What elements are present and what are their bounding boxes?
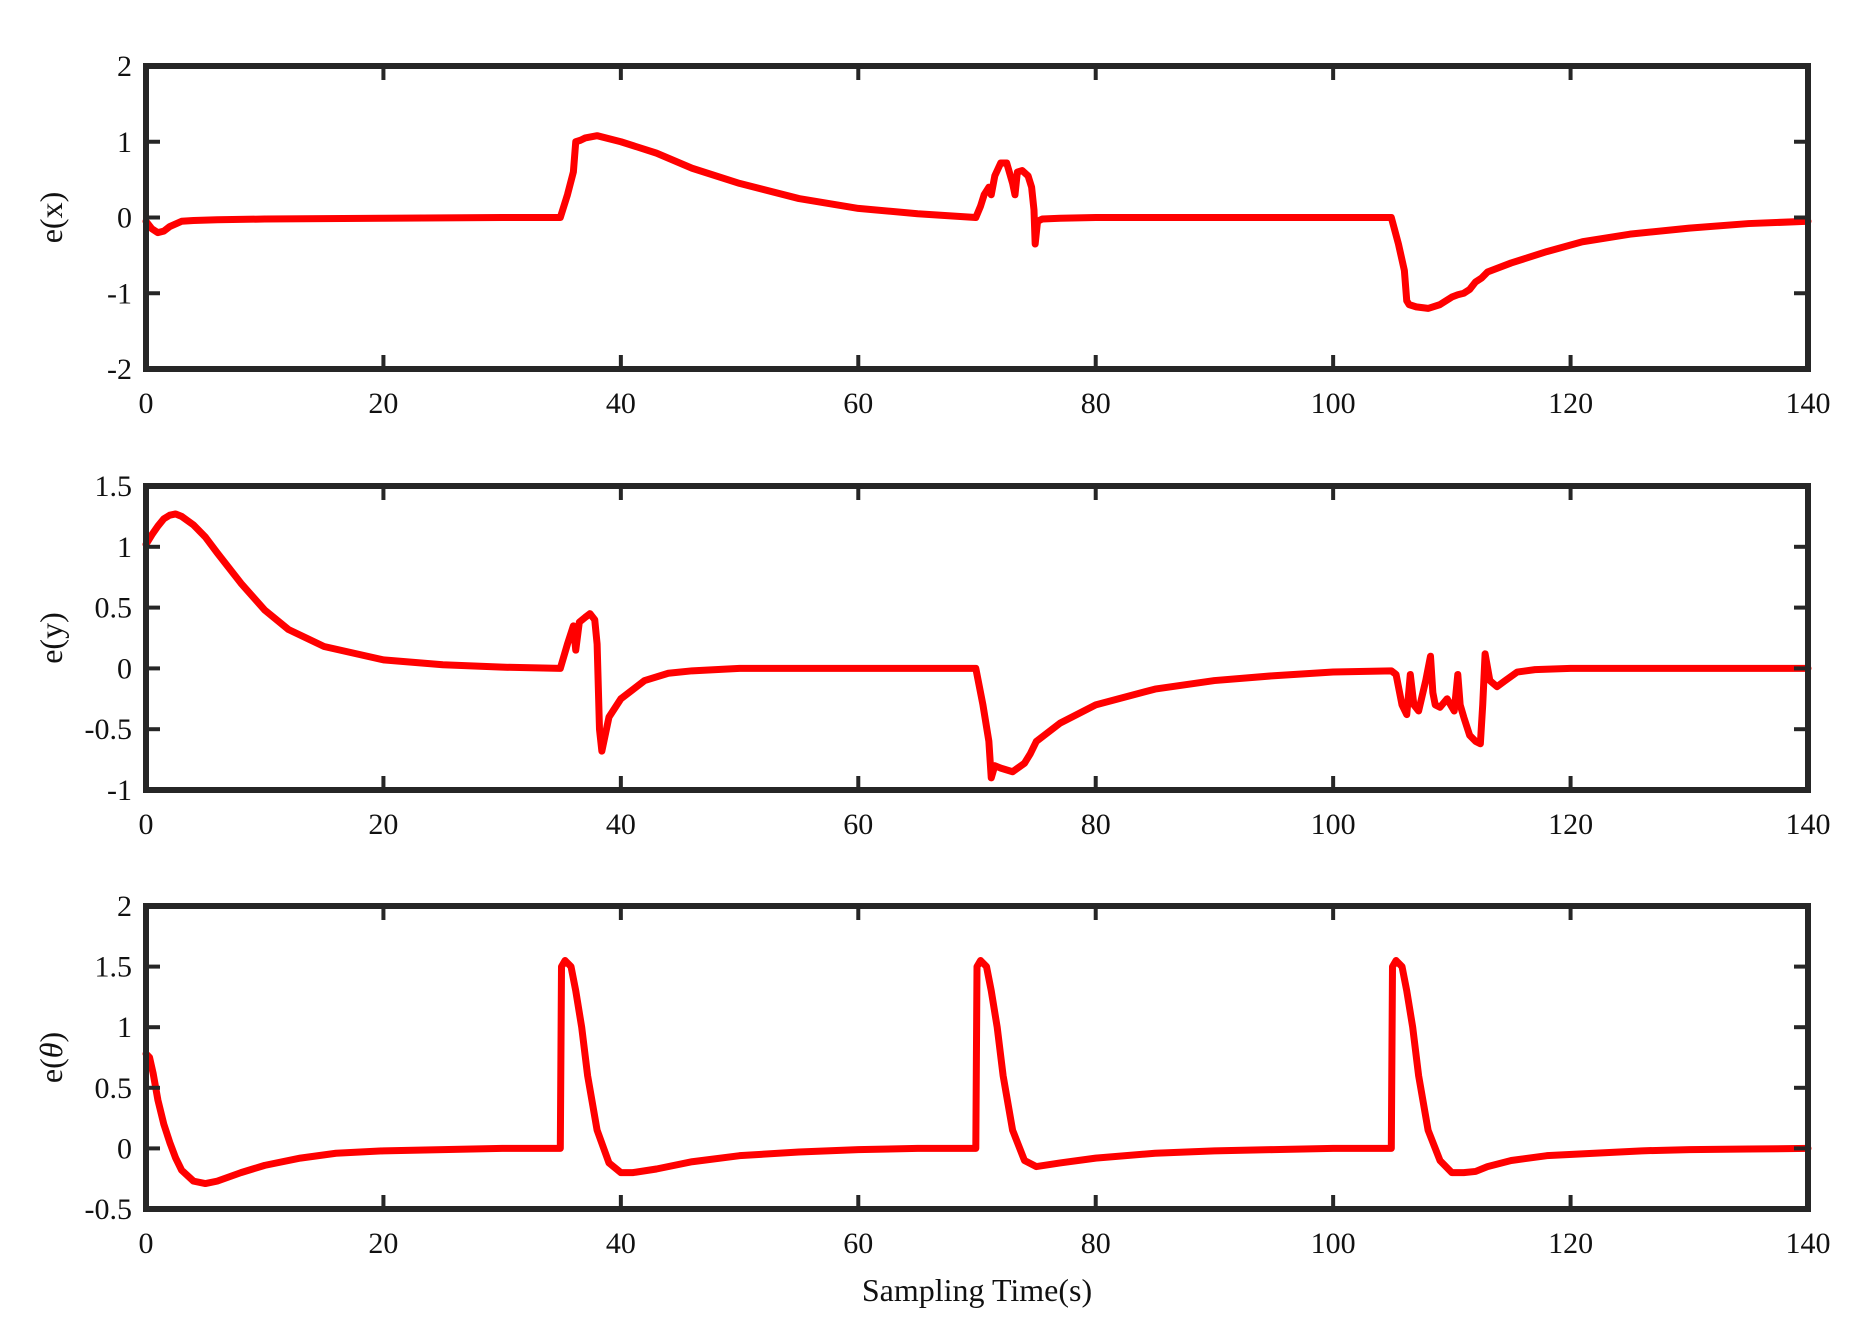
panel-etheta: 0 20 40 60 80 100 120 140-0.500.511.52e(θ)Sampl… [33,890,1831,1308]
ex-y-tick-label-1: -1 [107,277,132,310]
etheta-x-tick-label-2: 40 [606,1227,636,1260]
ey-x-tick-label-0: 0 [139,808,154,841]
ex-x-tick-label-0: 0 [139,387,154,420]
ey-x-tick-label-5: 100 [1311,808,1356,841]
ey-x-tick-label-4: 80 [1081,808,1111,841]
etheta-y-axis-label: e(θ) [33,1032,69,1083]
ey-x-tick-label-2: 40 [606,808,636,841]
ex-x-tick-label-6: 120 [1548,387,1593,420]
ey-series-line-0 [142,510,1812,782]
etheta-y-tick-label-2: 0.5 [95,1072,133,1105]
etheta-axes-frame [143,903,1811,1212]
ex-x-tick-label-2: 40 [606,387,636,420]
ey-y-tick-label-3: 0.5 [95,592,133,625]
etheta-x-tick-label-4: 80 [1081,1227,1111,1260]
ey-y-tick-label-1: -0.5 [85,713,133,746]
ex-series-line-0 [142,132,1812,312]
etheta-x-tick-label-3: 60 [843,1227,873,1260]
ey-y-axis-label: e(y) [33,612,69,664]
ex-x-tick-label-7: 140 [1786,387,1831,420]
ex-y-tick-label-4: 2 [117,50,132,83]
etheta-x-tick-label-6: 120 [1548,1227,1593,1260]
ex-x-tick-label-3: 60 [843,387,873,420]
panel-ey: 0 20 40 60 80 100 120 140 -1 -0.5 0 0.5 1 1.5 e(y) [33,470,1831,841]
etheta-series-line-0 [142,957,1812,1188]
etheta-x-axis-label: Sampling Time(s) [862,1272,1092,1308]
ex-x-tick-label-5: 100 [1311,387,1356,420]
ex-y-axis-label: e(x) [33,192,69,244]
ex-x-tick-label-4: 80 [1081,387,1111,420]
etheta-y-tick-label-3: 1 [117,1011,132,1044]
ey-y-tick-label-0: -1 [107,774,132,807]
etheta-y-tick-label-0: -0.5 [85,1193,133,1226]
ey-x-tick-label-7: 140 [1786,808,1831,841]
etheta-x-tick-label-7: 140 [1786,1227,1831,1260]
etheta-y-tick-label-5: 2 [117,890,132,923]
ey-y-tick-label-5: 1.5 [95,470,133,503]
etheta-y-tick-label-4: 1.5 [95,951,133,984]
panel-ex: 0 20 40 60 80 100 120 140 -2 -1 0 1 2 e(x) [33,50,1831,420]
ey-x-tick-label-1: 20 [368,808,398,841]
ex-y-tick-label-3: 1 [117,126,132,159]
etheta-y-tick-label-1: 0 [117,1132,132,1165]
etheta-x-tick-label-0: 0 [139,1227,154,1260]
ex-y-tick-label-0: -2 [107,353,132,386]
ey-axes-frame [143,483,1811,793]
etheta-x-tick-label-5: 100 [1311,1227,1356,1260]
ex-y-tick-label-2: 0 [117,202,132,235]
etheta-x-tick-label-1: 20 [368,1227,398,1260]
ey-x-tick-label-3: 60 [843,808,873,841]
ex-x-tick-label-1: 20 [368,387,398,420]
ey-x-tick-label-6: 120 [1548,808,1593,841]
ey-y-tick-label-2: 0 [117,652,132,685]
ey-y-tick-label-4: 1 [117,531,132,564]
